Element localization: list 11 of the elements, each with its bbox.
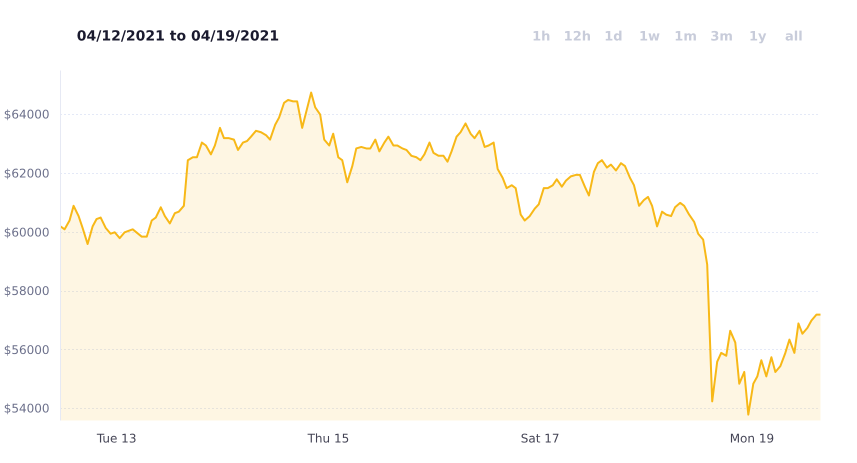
x-tick-label: Tue 13 bbox=[96, 432, 136, 446]
y-tick-label: $60000 bbox=[4, 225, 50, 240]
y-tick-label: $56000 bbox=[4, 342, 50, 357]
y-tick-label: $62000 bbox=[4, 166, 50, 180]
x-tick-label: Sat 17 bbox=[520, 432, 560, 446]
x-tick-label: Thu 15 bbox=[306, 432, 350, 446]
y-tick-label: $64000 bbox=[4, 108, 50, 122]
y-tick-label: $58000 bbox=[4, 284, 50, 298]
x-tick-label: Mon 19 bbox=[730, 432, 774, 446]
chart-title: 04/12/2021 to 04/19/2021 bbox=[76, 28, 280, 44]
y-tick-label: $54000 bbox=[4, 402, 50, 416]
